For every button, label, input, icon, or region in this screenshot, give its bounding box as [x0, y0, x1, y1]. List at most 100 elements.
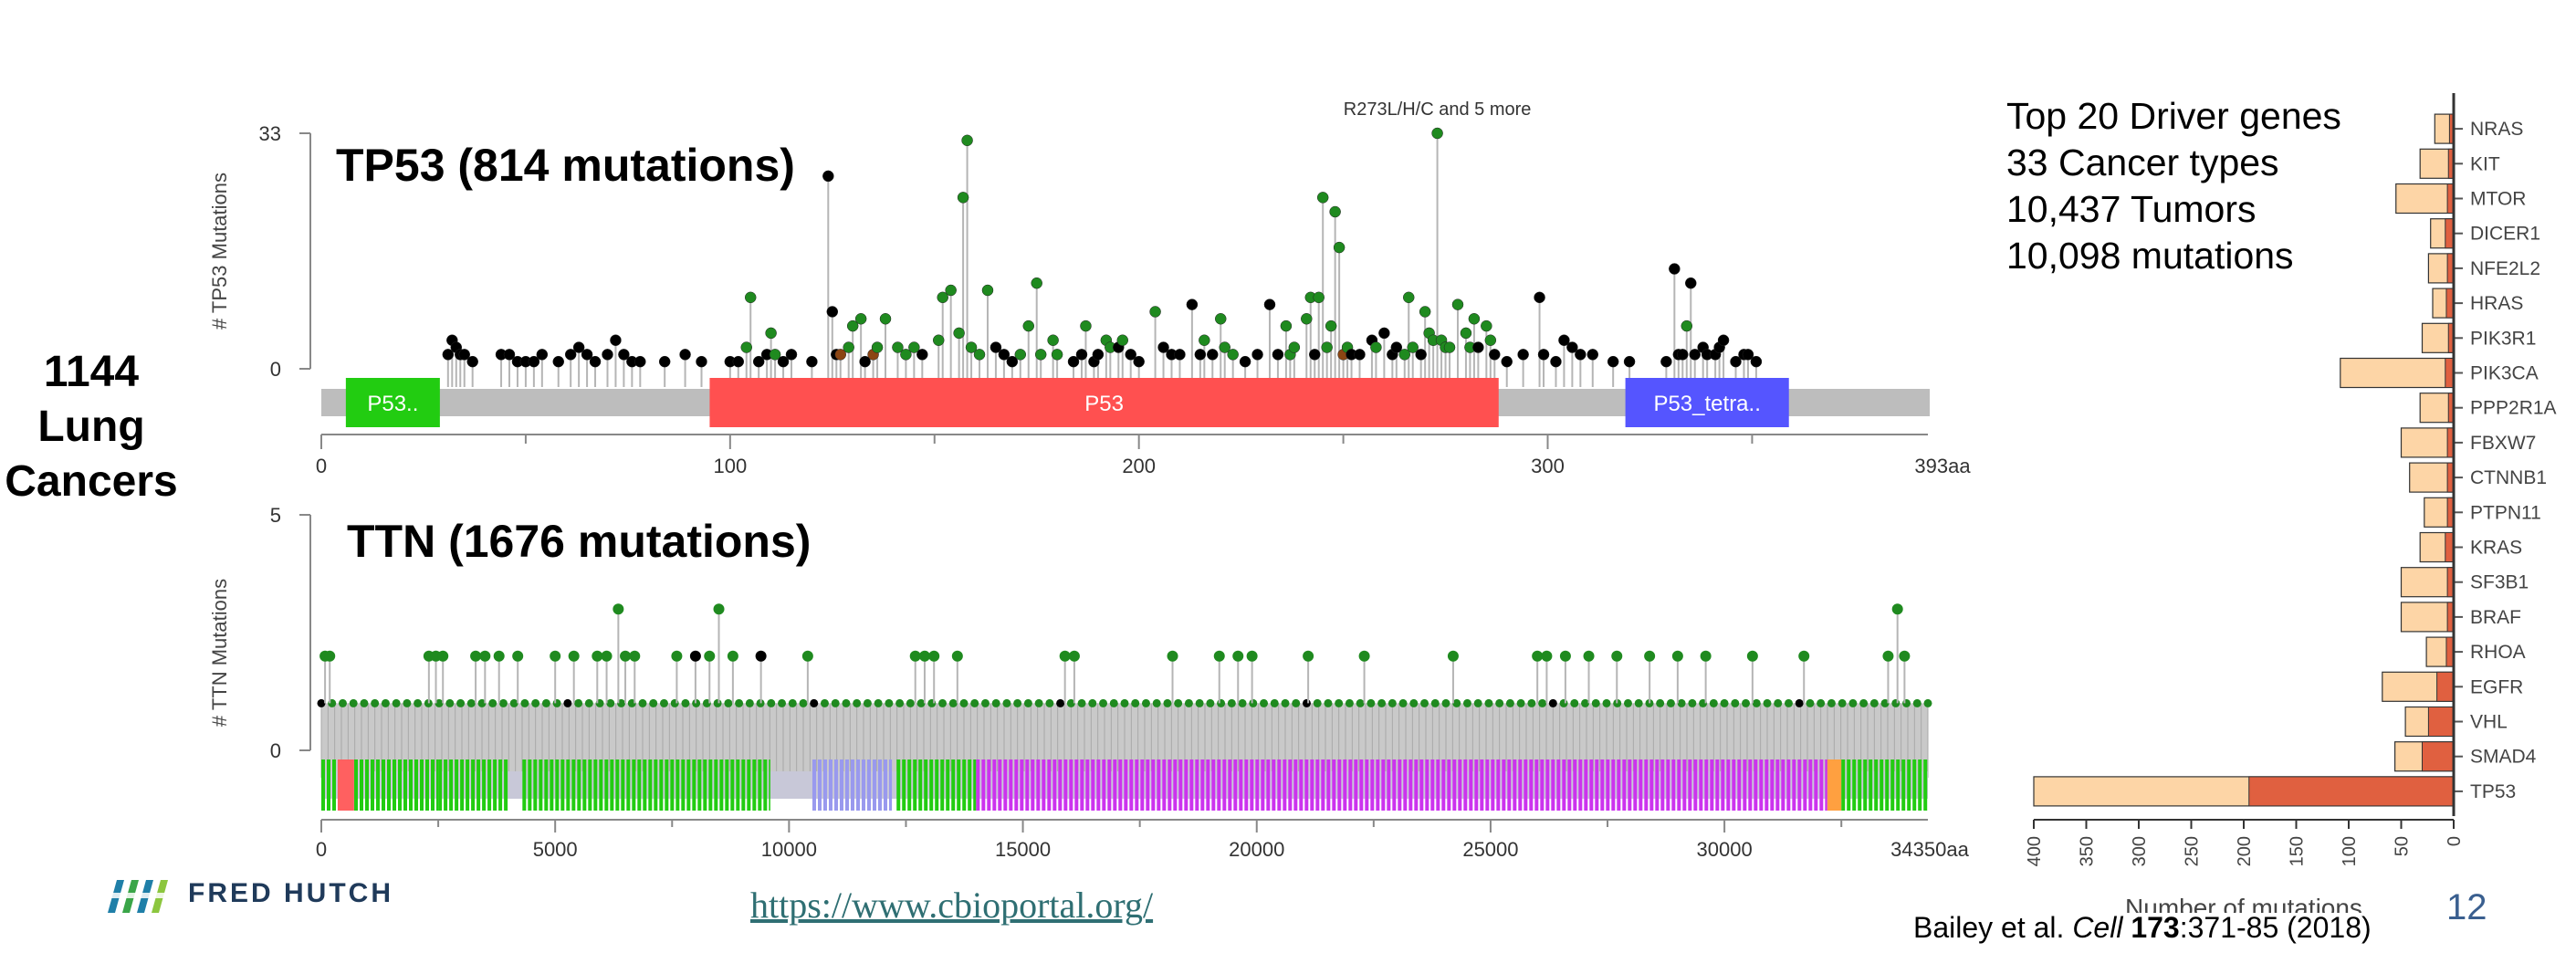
- protein-domain: [1129, 759, 1134, 811]
- mutation-point: [1882, 650, 1894, 662]
- mutation-point: [831, 698, 840, 707]
- mutation-point: [788, 698, 797, 707]
- page-number: 12: [2446, 887, 2487, 927]
- mutation-point: [1246, 650, 1258, 662]
- summary-mutations: 10,098 mutations: [2006, 235, 2294, 277]
- hotspot-annotation: R273L/H/C and 5 more: [1344, 99, 1532, 120]
- mutation-point: [1051, 349, 1063, 361]
- protein-domain: [455, 759, 459, 811]
- mutation-point: [1238, 698, 1247, 707]
- protein-domain: [1036, 759, 1041, 811]
- mutation-point: [1688, 698, 1697, 707]
- protein-domain: [855, 759, 860, 811]
- protein-domain: [1545, 759, 1550, 811]
- protein-domain: [1091, 759, 1095, 811]
- mutation-point: [1324, 698, 1333, 707]
- protein-domain: [1639, 759, 1643, 811]
- mutation-point: [1227, 349, 1239, 361]
- mutation-point: [826, 306, 839, 318]
- y-axis-label: # TP53 Mutations: [208, 173, 231, 330]
- protein-domain: [621, 759, 625, 811]
- mutation-point: [1068, 650, 1080, 662]
- protein-domain: [1458, 759, 1462, 811]
- protein-domain: [769, 759, 770, 811]
- mutation-point: [1345, 698, 1354, 707]
- mutation-point: [755, 650, 767, 662]
- mutation-point: [820, 698, 829, 707]
- mutation-point: [1088, 698, 1097, 707]
- protein-domain: [1211, 759, 1216, 811]
- mutation-point: [937, 291, 948, 304]
- protein-domain: [1715, 759, 1720, 811]
- mutation-point: [1109, 698, 1118, 707]
- mutation-point: [1022, 319, 1035, 332]
- protein-domain: [1337, 759, 1342, 811]
- protein-domain: [1283, 759, 1287, 811]
- protein-domain: [648, 759, 653, 811]
- ttn-lollipop-chart: 5 0 # TTN Mutations 0 5000 10000 15000 20000 250…: [208, 504, 1970, 861]
- x-tick-label: 25000: [1462, 838, 1518, 861]
- mutation-point: [1827, 698, 1836, 707]
- protein-domain: [610, 759, 614, 811]
- fred-hutch-logo-icon: [108, 880, 168, 913]
- mutation-point: [1763, 698, 1772, 707]
- protein-domain: [1841, 759, 1846, 811]
- protein-domain: [1786, 759, 1791, 811]
- protein-domain: [544, 759, 549, 811]
- mutation-point: [1681, 319, 1693, 332]
- protein-domain: [1688, 759, 1692, 811]
- mutation-point: [1538, 698, 1547, 707]
- protein-domain: [828, 759, 832, 811]
- protein-domain: [812, 759, 816, 811]
- gene-label: SF3B1: [2470, 572, 2529, 593]
- mutation-point: [1152, 698, 1161, 707]
- mutation-point: [1308, 349, 1321, 361]
- x-tick-label: 200: [2235, 836, 2255, 866]
- protein-domain: [1737, 759, 1742, 811]
- y-tick-label: 33: [259, 122, 281, 145]
- mutation-point: [846, 319, 859, 332]
- protein-domain: [528, 759, 532, 811]
- protein-domain: [998, 759, 1002, 811]
- protein-domain: [747, 759, 751, 811]
- protein-domain: [1058, 759, 1063, 811]
- protein-domain: [409, 759, 413, 811]
- mutation-point: [1301, 313, 1313, 325]
- protein-domain: [550, 759, 554, 811]
- mutation-point: [1559, 698, 1568, 707]
- mutation-point: [1207, 349, 1219, 361]
- mutation-point: [928, 650, 940, 662]
- protein-domain: [626, 759, 631, 811]
- protein-domain: [1403, 759, 1408, 811]
- protein-domain: [1896, 759, 1901, 811]
- mutation-point: [1313, 698, 1322, 707]
- cbioportal-link[interactable]: https://www.cbioportal.org/: [750, 885, 1154, 926]
- mutation-point: [1354, 349, 1366, 361]
- mutation-point: [1460, 327, 1472, 340]
- bar-total: [2400, 567, 2455, 598]
- bar-total: [2400, 427, 2455, 458]
- protein-domain: [1217, 759, 1221, 811]
- protein-domain: [730, 759, 735, 811]
- mutation-point: [871, 341, 884, 353]
- protein-domain: [436, 759, 439, 811]
- x-tick-label: 0: [316, 455, 327, 477]
- gene-label: NFE2L2: [2470, 258, 2540, 279]
- mutation-point: [1806, 698, 1815, 707]
- y-tick-label: 0: [270, 739, 281, 762]
- gene-label: TP53: [2470, 781, 2516, 802]
- mutation-point: [991, 698, 1000, 707]
- protein-domain: [1480, 759, 1484, 811]
- mutation-point: [1848, 698, 1858, 707]
- ttn-chart-title: TTN (1676 mutations): [347, 516, 812, 567]
- protein-domain: [872, 759, 876, 811]
- mutation-point: [414, 698, 423, 707]
- mutation-point: [1548, 698, 1557, 707]
- mutation-point: [1431, 127, 1443, 140]
- protein-domain: [1869, 759, 1873, 811]
- gene-label: VHL: [2470, 712, 2508, 733]
- protein-domain: [1819, 759, 1824, 811]
- protein-domain: [1096, 759, 1101, 811]
- mutation-point: [1534, 291, 1545, 304]
- protein-domain: [539, 759, 543, 811]
